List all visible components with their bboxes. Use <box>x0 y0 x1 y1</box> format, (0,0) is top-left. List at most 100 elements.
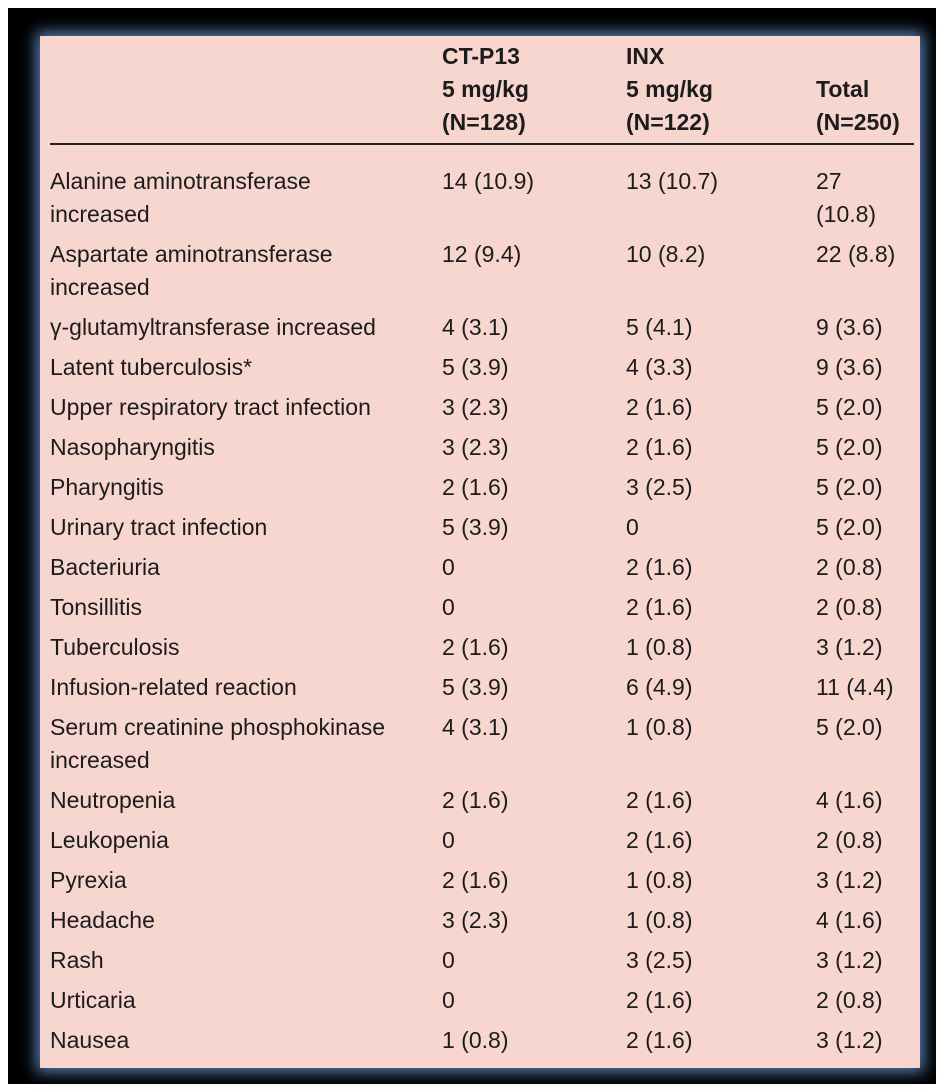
cell-event-line: Leukopenia <box>50 827 169 853</box>
cell-event: Urticaria <box>50 984 442 1024</box>
cell-inx-line: 2 (1.6) <box>626 594 693 620</box>
cell-event: Neutropenia <box>50 784 442 824</box>
cell-total-line: 3 (1.2) <box>816 634 883 660</box>
cell-inx: 4 (3.3) <box>626 351 816 391</box>
cell-event-line: Tonsillitis <box>50 594 143 620</box>
cell-event: Infusion-related reaction <box>50 671 442 711</box>
cell-ctp13-line: 5 (3.9) <box>442 514 509 540</box>
cell-ctp13-line: 0 <box>442 987 455 1013</box>
table-row: Urticaria 0 2 (1.6) 2 (0.8) <box>50 984 914 1024</box>
cell-inx-line: 2 (1.6) <box>626 394 693 420</box>
cell-event: Rash <box>50 944 442 984</box>
table-row: Latent tuberculosis* 5 (3.9) 4 (3.3) 9 (3.6… <box>50 351 914 391</box>
table-row: Headache 3 (2.3) 1 (0.8) 4 (1.6) <box>50 904 914 944</box>
cell-event: Bacteriuria <box>50 551 442 591</box>
cell-event-line: Urticaria <box>50 987 136 1013</box>
cell-inx: 6 (4.9) <box>626 671 816 711</box>
cell-event: γ-glutamyltransferase increased <box>50 311 442 351</box>
cell-ctp13-line: 5 (3.9) <box>442 354 509 380</box>
cell-ctp13: 2 (1.6) <box>442 784 626 824</box>
cell-total: 2 (0.8) <box>816 591 914 631</box>
cell-ctp13: 12 (9.4) <box>442 238 626 311</box>
cell-inx: 1 (0.8) <box>626 711 816 784</box>
cell-ctp13-line: 3 (2.3) <box>442 434 509 460</box>
cell-event-line: Bacteriuria <box>50 554 160 580</box>
cell-ctp13-line: 3 (2.3) <box>442 907 509 933</box>
cell-event-line: Headache <box>50 907 155 933</box>
cell-total: 3 (1.2) <box>816 631 914 671</box>
header-inx-line: 5 mg/kg <box>626 76 713 102</box>
cell-event: Latent tuberculosis* <box>50 351 442 391</box>
header-total-line: Total <box>816 76 870 102</box>
cell-total-line: 3 (1.2) <box>816 1027 883 1053</box>
cell-total: 3 (1.2) <box>816 944 914 984</box>
cell-ctp13: 2 (1.6) <box>442 864 626 904</box>
cell-inx: 3 (2.5) <box>626 471 816 511</box>
cell-event-line: Pharyngitis <box>50 474 164 500</box>
cell-ctp13-line: 0 <box>442 827 455 853</box>
cell-ctp13: 1 (0.8) <box>442 1024 626 1064</box>
cell-event: Pharyngitis <box>50 471 442 511</box>
cell-event-line: Serum creatinine phosphokinase <box>50 714 385 740</box>
header-ctp13-line: 5 mg/kg <box>442 76 529 102</box>
table-row: Tonsillitis 0 2 (1.6) 2 (0.8) <box>50 591 914 631</box>
cell-inx: 2 (1.6) <box>626 391 816 431</box>
cell-ctp13: 0 <box>442 984 626 1024</box>
cell-inx-line: 13 (10.7) <box>626 168 719 194</box>
cell-event-line: Infusion-related reaction <box>50 674 297 700</box>
header-ctp13-line: CT-P13 <box>442 43 520 69</box>
table-row: Upper respiratory tract infection 3 (2.3)… <box>50 391 914 431</box>
cell-total-line: 5 (2.0) <box>816 714 883 740</box>
cell-inx: 2 (1.6) <box>626 784 816 824</box>
cell-total: 9 (3.6) <box>816 351 914 391</box>
cell-total-line: 2 (0.8) <box>816 594 883 620</box>
cell-ctp13-line: 0 <box>442 947 455 973</box>
cell-total-line: 2 (0.8) <box>816 987 883 1013</box>
table-row: Leukopenia 0 2 (1.6) 2 (0.8) <box>50 824 914 864</box>
cell-event: Upper respiratory tract infection <box>50 391 442 431</box>
cell-event: Headache <box>50 904 442 944</box>
cell-inx: 3 (2.5) <box>626 944 816 984</box>
cell-event-line: increased <box>50 274 150 300</box>
cell-event: Tuberculosis <box>50 631 442 671</box>
cell-ctp13: 5 (3.9) <box>442 511 626 551</box>
cell-event: Serum creatinine phosphokinase increased <box>50 711 442 784</box>
cell-inx-line: 5 (4.1) <box>626 314 693 340</box>
cell-ctp13: 0 <box>442 944 626 984</box>
cell-event: Pyrexia <box>50 864 442 904</box>
cell-event-line: Nausea <box>50 1027 130 1053</box>
cell-event-line: Urinary tract infection <box>50 514 268 540</box>
table-row: Neutropenia 2 (1.6) 2 (1.6) 4 (1.6) <box>50 784 914 824</box>
cell-event: Urinary tract infection <box>50 511 442 551</box>
cell-event-line: increased <box>50 201 150 227</box>
cell-event: Alanine aminotransferase increased <box>50 144 442 238</box>
cell-total-line: 27 <box>816 168 842 194</box>
cell-total: 5 (2.0) <box>816 431 914 471</box>
cell-total-line: 2 (0.8) <box>816 554 883 580</box>
cell-inx: 2 (1.6) <box>626 431 816 471</box>
table-row: Tuberculosis 2 (1.6) 1 (0.8) 3 (1.2) <box>50 631 914 671</box>
cell-ctp13-line: 14 (10.9) <box>442 168 535 194</box>
cell-inx: 1 (0.8) <box>626 631 816 671</box>
cell-ctp13: 2 (1.6) <box>442 631 626 671</box>
cell-inx: 13 (10.7) <box>626 144 816 238</box>
table-panel: CT-P13 5 mg/kg (N=128) INX 5 mg/kg (N=12… <box>40 36 920 1068</box>
cell-inx-line: 2 (1.6) <box>626 434 693 460</box>
cell-inx-line: 2 (1.6) <box>626 987 693 1013</box>
cell-inx-line: 1 (0.8) <box>626 714 693 740</box>
cell-inx-line: 6 (4.9) <box>626 674 693 700</box>
cell-total: 5 (2.0) <box>816 511 914 551</box>
table-row: Bacteriuria 0 2 (1.6) 2 (0.8) <box>50 551 914 591</box>
cell-event-line: Rash <box>50 947 104 973</box>
cell-inx: 2 (1.6) <box>626 1024 816 1064</box>
cell-total-line: 4 (1.6) <box>816 907 883 933</box>
cell-ctp13: 5 (3.9) <box>442 351 626 391</box>
cell-inx: 0 <box>626 511 816 551</box>
cell-total-line: 3 (1.2) <box>816 867 883 893</box>
cell-event-line: Alanine aminotransferase <box>50 168 311 194</box>
cell-total: 9 (3.6) <box>816 311 914 351</box>
header-inx: INX 5 mg/kg (N=122) <box>626 40 816 145</box>
cell-ctp13-line: 2 (1.6) <box>442 634 509 660</box>
cell-inx: 10 (8.2) <box>626 238 816 311</box>
table-row: Urinary tract infection 5 (3.9) 0 5 (2.0) <box>50 511 914 551</box>
